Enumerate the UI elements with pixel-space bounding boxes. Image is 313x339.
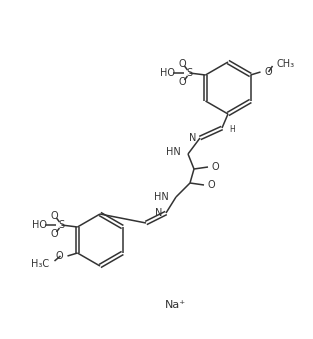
- Text: H₃C: H₃C: [31, 259, 49, 269]
- Text: O: O: [51, 229, 58, 239]
- Text: H: H: [229, 125, 235, 135]
- Text: O: O: [56, 251, 64, 261]
- Text: HO: HO: [160, 68, 175, 78]
- Text: O: O: [212, 162, 220, 172]
- Text: Na⁺: Na⁺: [164, 300, 186, 310]
- Text: O: O: [51, 211, 58, 221]
- Text: CH₃: CH₃: [276, 59, 295, 69]
- Text: S: S: [187, 68, 192, 78]
- Text: O: O: [179, 77, 186, 87]
- Text: O: O: [179, 59, 186, 69]
- Text: HN: HN: [166, 147, 181, 157]
- Text: N: N: [155, 208, 162, 218]
- Text: O: O: [208, 180, 216, 190]
- Text: O: O: [264, 67, 272, 77]
- Text: HN: HN: [154, 192, 169, 202]
- Text: N: N: [189, 133, 196, 143]
- Text: HO: HO: [32, 220, 47, 230]
- Text: S: S: [59, 220, 64, 230]
